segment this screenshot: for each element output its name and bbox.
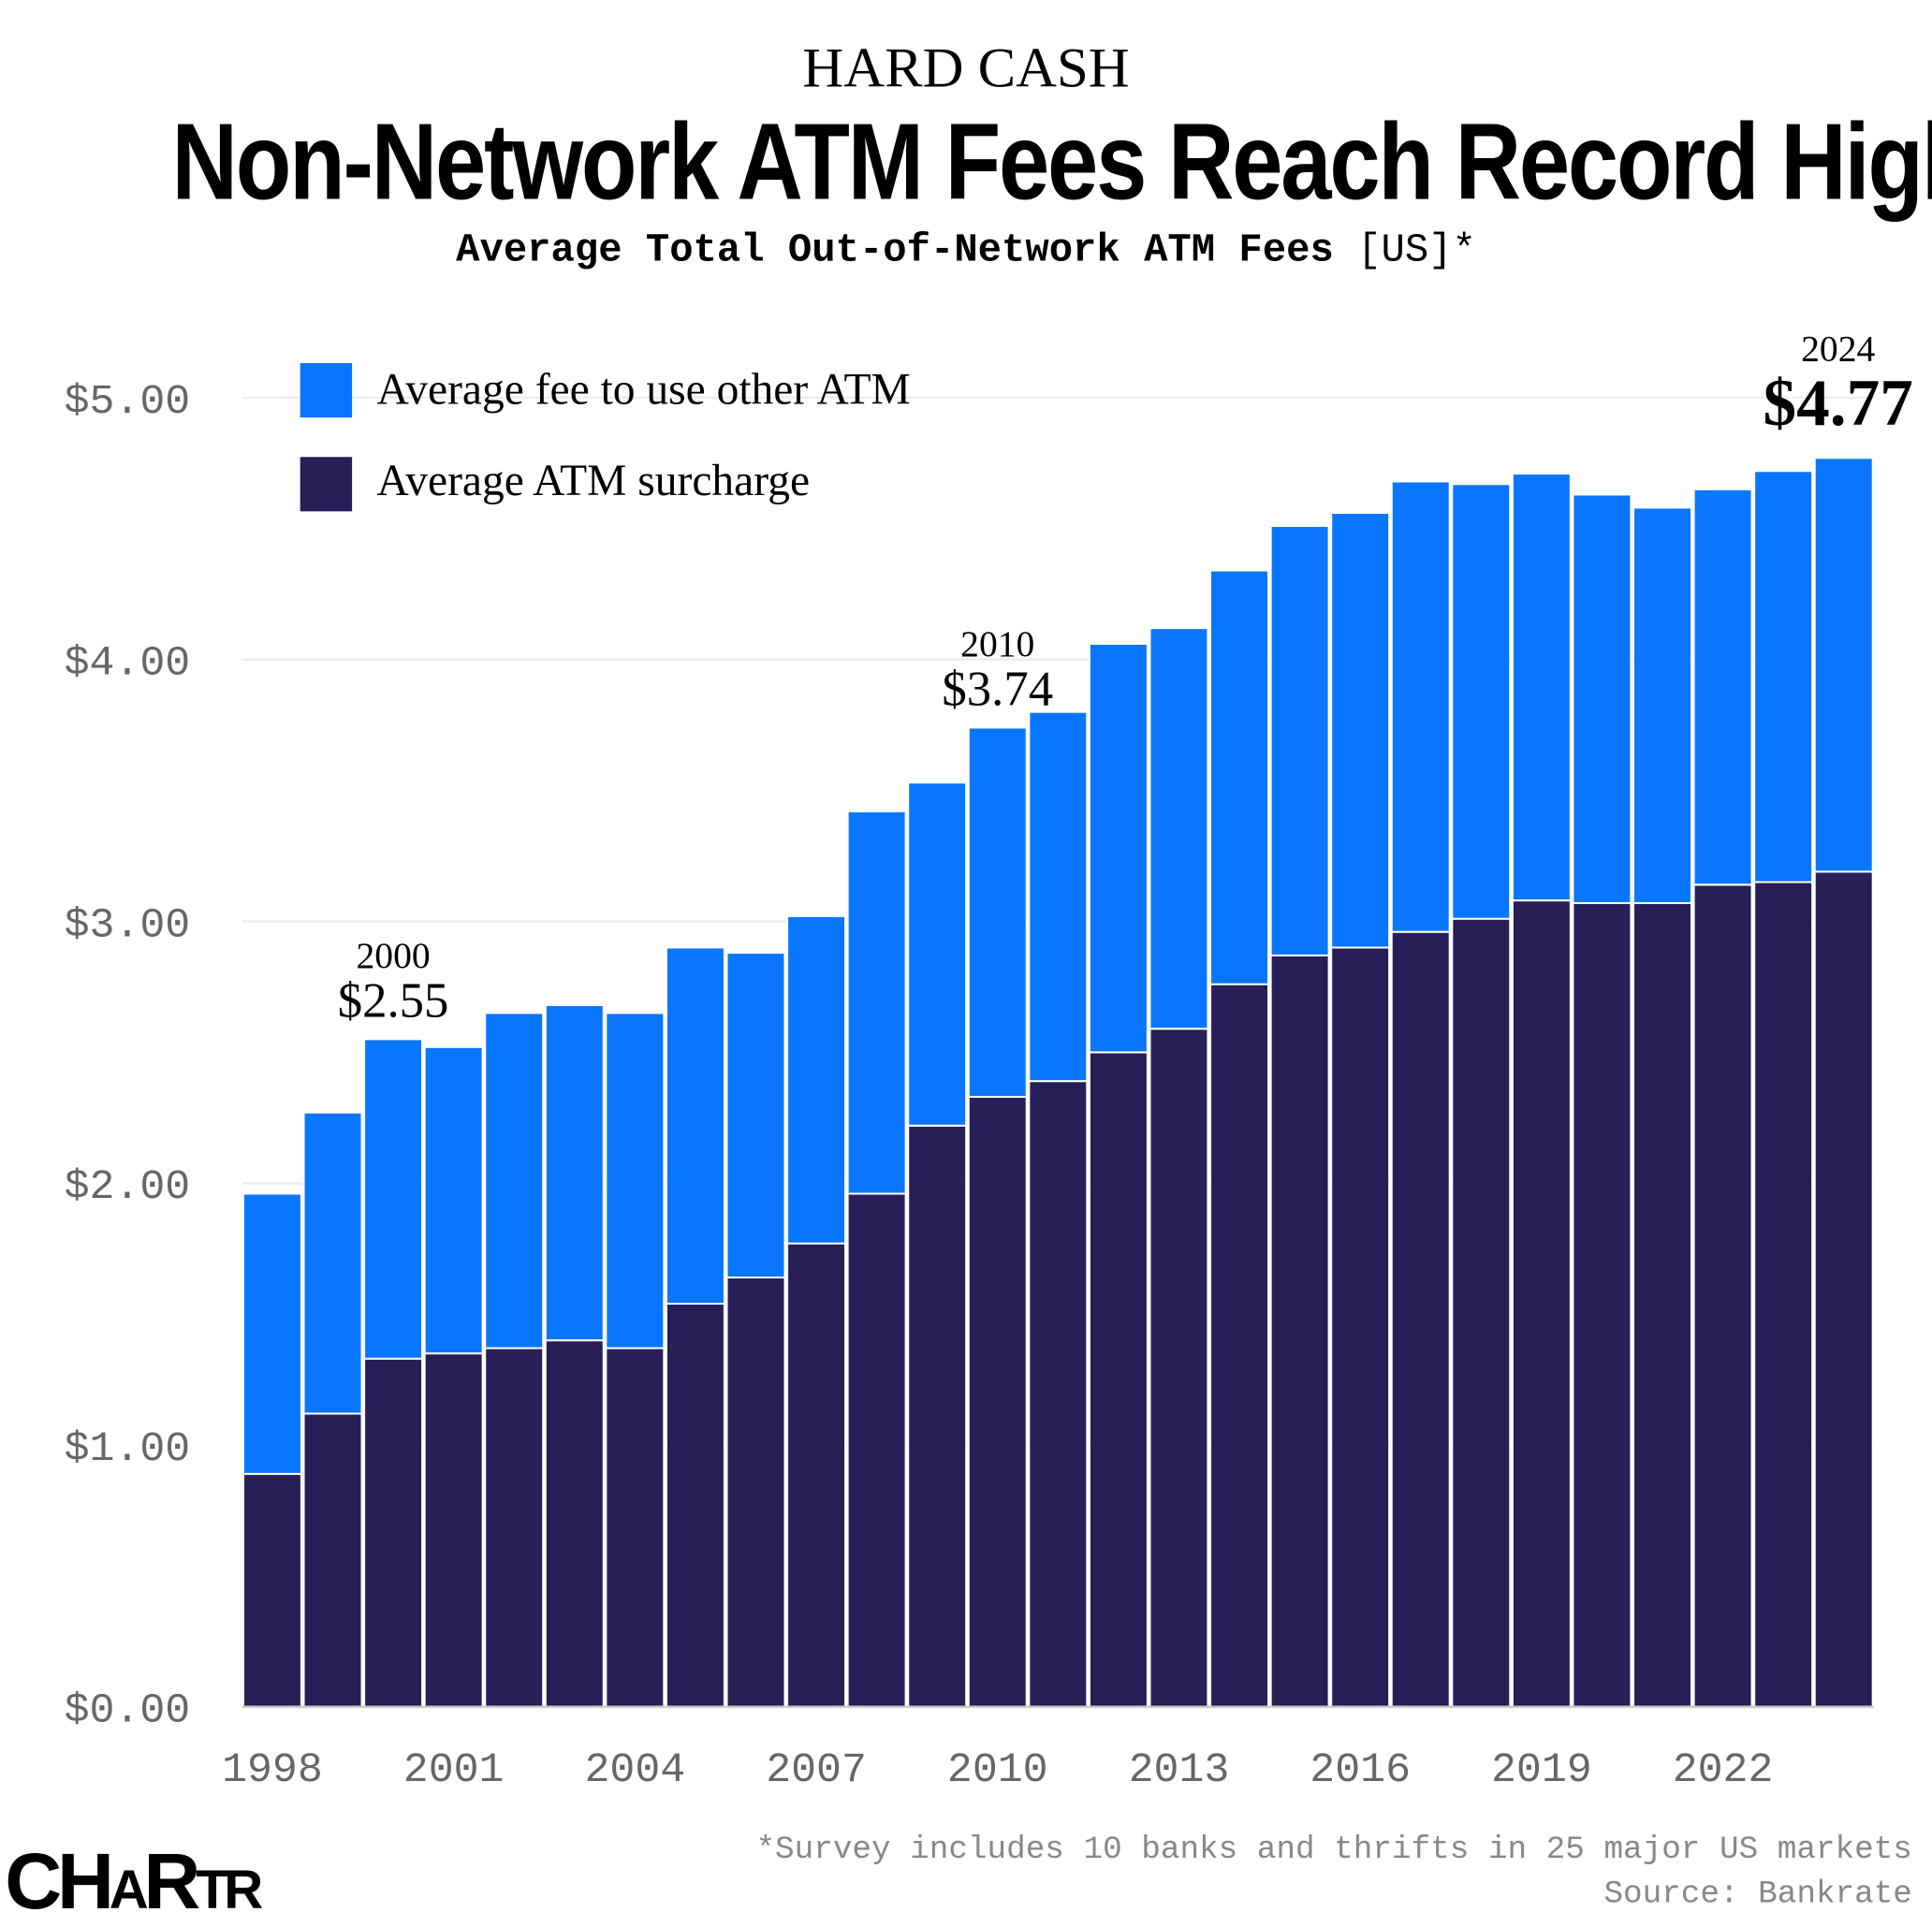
x-tick-label: 2007 xyxy=(766,1747,867,1794)
bar-fee-2000 xyxy=(363,1038,424,1360)
bar-surcharge-2015 xyxy=(1269,954,1330,1708)
bar-fee-2004 xyxy=(605,1012,666,1350)
x-tick-label: 2013 xyxy=(1129,1747,1230,1794)
legend-label-fee: Average fee to use other ATM xyxy=(377,366,911,415)
bar-fee-2013 xyxy=(1149,627,1209,1030)
annotation-year-2000: 2000 xyxy=(357,935,431,976)
annotation-value-2010: $3.74 xyxy=(942,663,1053,717)
annotation-year-2024: 2024 xyxy=(1801,328,1875,369)
subtitle-suffix: [US]* xyxy=(1333,226,1476,273)
bar-fee-2023 xyxy=(1753,470,1814,883)
bar-fee-2024 xyxy=(1813,457,1874,873)
x-tick-label: 1998 xyxy=(222,1747,323,1794)
y-tick-label: $5.00 xyxy=(65,379,191,426)
x-tick-label: 2019 xyxy=(1491,1747,1592,1794)
bar-fee-2021 xyxy=(1632,506,1692,904)
bar-surcharge-2001 xyxy=(423,1352,484,1708)
subtitle-main: Average Total Out-of-Network ATM Fees xyxy=(456,226,1334,273)
bar-fee-2001 xyxy=(423,1045,484,1355)
bar-surcharge-2010 xyxy=(967,1095,1028,1708)
x-tick-label: 2022 xyxy=(1673,1747,1774,1794)
x-tick-label: 2010 xyxy=(947,1747,1048,1794)
bar-surcharge-2014 xyxy=(1209,983,1269,1708)
bar-surcharge-2009 xyxy=(907,1124,968,1708)
bar-surcharge-2023 xyxy=(1753,881,1814,1708)
bar-surcharge-2018 xyxy=(1451,917,1512,1708)
bar-surcharge-2024 xyxy=(1813,870,1874,1708)
bar-surcharge-2021 xyxy=(1632,901,1692,1708)
bar-fee-2012 xyxy=(1088,642,1149,1054)
legend-swatch-surcharge xyxy=(300,457,353,512)
y-tick-label: $3.00 xyxy=(65,902,191,949)
annotation-value-2024: $4.77 xyxy=(1764,366,1913,440)
bar-surcharge-1999 xyxy=(302,1412,363,1708)
bar-fee-2003 xyxy=(544,1004,605,1342)
bar-surcharge-2007 xyxy=(786,1242,847,1708)
annotation-value-2000: $2.55 xyxy=(338,974,449,1029)
chart-title-text: Non-Network ATM Fees Reach Record High xyxy=(171,99,1932,223)
bar-surcharge-2000 xyxy=(363,1357,424,1708)
bar-fee-2020 xyxy=(1572,493,1632,904)
bar-surcharge-1998 xyxy=(242,1472,302,1708)
bar-fee-2002 xyxy=(484,1012,545,1350)
bar-surcharge-2022 xyxy=(1692,883,1753,1708)
bar-surcharge-2003 xyxy=(544,1339,605,1708)
bar-fee-1999 xyxy=(302,1111,363,1415)
bar-surcharge-2012 xyxy=(1088,1051,1149,1708)
bar-surcharge-2016 xyxy=(1330,946,1391,1708)
y-tick-label: $1.00 xyxy=(65,1426,191,1473)
bar-fee-2022 xyxy=(1692,488,1753,886)
bar-fee-2006 xyxy=(725,952,786,1278)
annotation-year-2010: 2010 xyxy=(960,623,1034,664)
bar-surcharge-2004 xyxy=(605,1347,666,1708)
bar-surcharge-2005 xyxy=(665,1302,725,1708)
source-note: Source: Bankrate xyxy=(1603,1875,1912,1912)
bar-fee-2015 xyxy=(1269,525,1330,956)
y-tick-label: $2.00 xyxy=(65,1164,191,1211)
bar-surcharge-2002 xyxy=(484,1347,545,1708)
chart-subtitle: Average Total Out-of-Network ATM Fees [U… xyxy=(0,227,1932,273)
chart-kicker: HARD CASH xyxy=(802,36,1130,99)
bar-fee-1998 xyxy=(242,1192,302,1475)
bar-surcharge-2017 xyxy=(1390,930,1451,1708)
bar-fee-2017 xyxy=(1390,480,1451,933)
bar-fee-2010 xyxy=(967,726,1028,1098)
bar-fee-2018 xyxy=(1451,483,1512,920)
bar-fee-2005 xyxy=(665,946,725,1305)
bar-fee-2009 xyxy=(907,781,968,1127)
bar-fee-2011 xyxy=(1028,710,1089,1083)
footnote: *Survey includes 10 banks and thrifts in… xyxy=(755,1830,1912,1868)
bar-fee-2008 xyxy=(846,810,907,1195)
legend-swatch-fee xyxy=(300,362,353,418)
bar-surcharge-2013 xyxy=(1149,1028,1209,1708)
legend-label-surcharge: Average ATM surcharge xyxy=(377,457,811,505)
chart-title: Non-Network ATM Fees Reach Record High xyxy=(0,99,1932,226)
x-tick-label: 2001 xyxy=(403,1747,505,1794)
bar-fee-2016 xyxy=(1330,512,1391,949)
chartr-logo: CHARTR xyxy=(5,1836,263,1926)
bar-surcharge-2006 xyxy=(725,1277,786,1708)
x-tick-label: 2004 xyxy=(585,1747,686,1794)
y-tick-label: $0.00 xyxy=(65,1688,191,1735)
bar-surcharge-2020 xyxy=(1572,901,1632,1708)
bar-fee-2007 xyxy=(786,914,847,1245)
bar-fee-2014 xyxy=(1209,569,1269,985)
bar-surcharge-2008 xyxy=(846,1192,907,1708)
x-tick-label: 2016 xyxy=(1310,1747,1411,1794)
bar-surcharge-2019 xyxy=(1511,899,1572,1708)
y-tick-label: $4.00 xyxy=(65,641,191,688)
bar-surcharge-2011 xyxy=(1028,1080,1089,1708)
bar-fee-2019 xyxy=(1511,473,1572,902)
